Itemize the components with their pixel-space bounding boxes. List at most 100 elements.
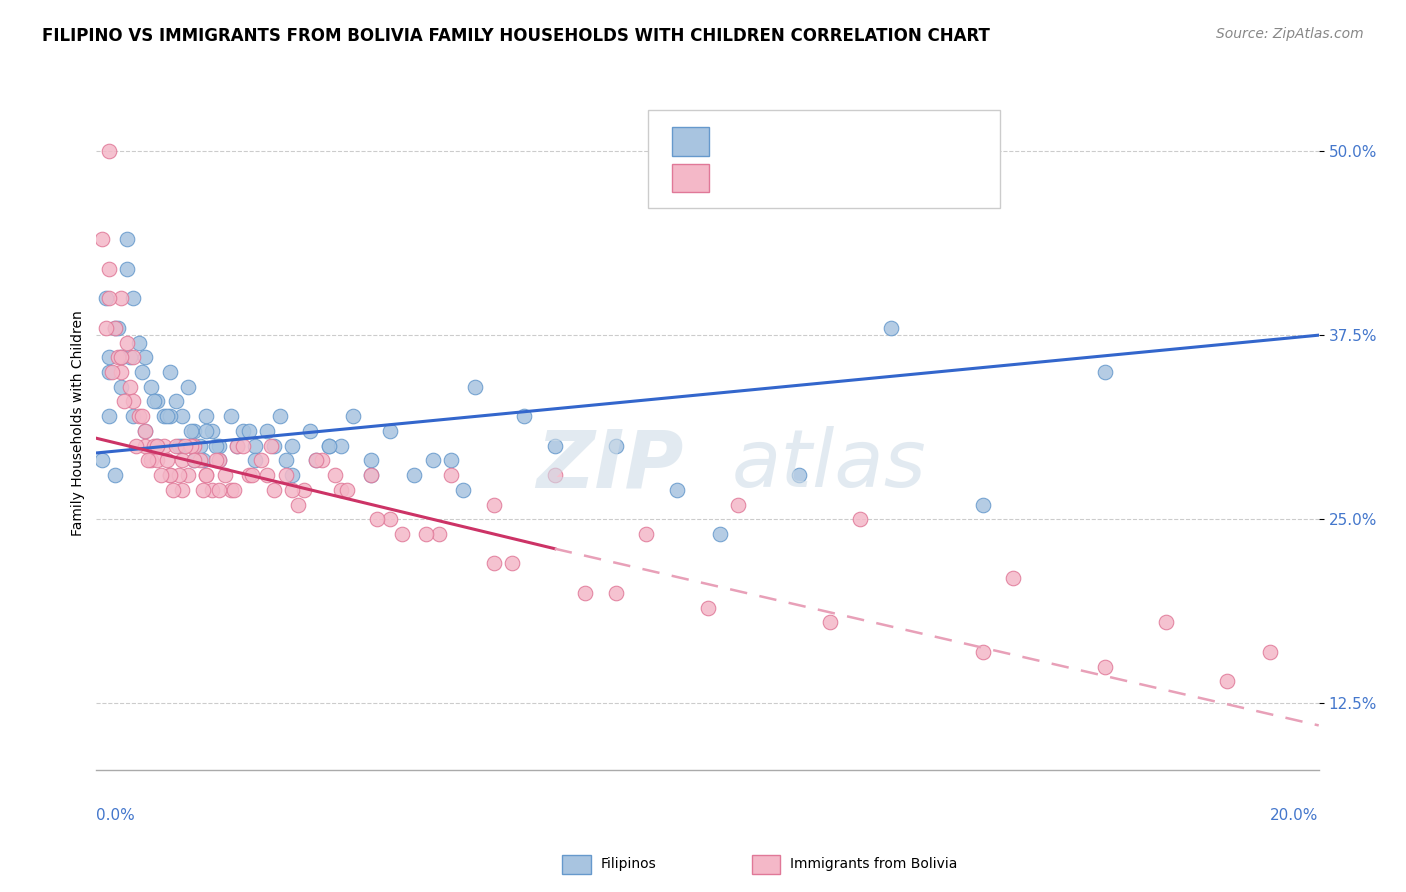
Point (204, 439, 226, 453)
Point (263, 439, 285, 453)
Point (360, 468, 382, 483)
Point (183, 453, 205, 467)
Point (104, 320, 127, 334)
Point (195, 468, 218, 483)
Point (318, 439, 340, 453)
Point (183, 439, 205, 453)
Point (112, 394, 135, 409)
Point (110, 380, 132, 394)
Point (159, 365, 181, 379)
Point (170, 439, 193, 453)
Point (378, 512, 401, 526)
Point (299, 424, 322, 438)
Point (214, 468, 236, 483)
Point (544, 468, 567, 483)
Point (292, 483, 315, 497)
Point (342, 409, 364, 424)
Point (180, 424, 202, 438)
Point (245, 453, 267, 467)
Point (440, 468, 463, 483)
Point (159, 409, 181, 424)
Point (232, 424, 254, 438)
Point (104, 468, 127, 483)
Point (183, 424, 205, 438)
Point (97, 350, 120, 364)
Point (195, 424, 218, 438)
Point (219, 409, 242, 424)
Point (91, 453, 114, 467)
Point (177, 468, 200, 483)
Point (232, 439, 254, 453)
Point (110, 365, 132, 379)
Point (170, 483, 193, 497)
Point (427, 527, 450, 541)
Point (207, 453, 229, 467)
Point (287, 498, 309, 512)
Point (97, 409, 120, 424)
Point (162, 483, 184, 497)
Point (1216, 674, 1239, 689)
Point (183, 453, 205, 467)
Point (256, 468, 278, 483)
Point (167, 439, 190, 453)
Point (360, 468, 382, 483)
Point (136, 453, 159, 467)
Point (122, 350, 145, 364)
Point (177, 380, 200, 394)
Point (122, 409, 145, 424)
Point (149, 468, 172, 483)
Point (193, 453, 215, 467)
Point (94, 320, 117, 334)
Point (128, 335, 150, 350)
Point (1258, 645, 1281, 659)
Point (188, 453, 211, 467)
Point (378, 424, 401, 438)
Point (1094, 365, 1116, 379)
Point (404, 468, 426, 483)
Point (849, 512, 872, 526)
Point (115, 261, 138, 276)
Point (97, 291, 120, 305)
Point (201, 424, 224, 438)
Point (329, 483, 352, 497)
Point (201, 483, 224, 497)
Y-axis label: Family Households with Children: Family Households with Children (72, 310, 86, 536)
Point (207, 453, 229, 467)
Point (513, 409, 536, 424)
Point (422, 453, 444, 467)
Text: 0.0%: 0.0% (97, 808, 135, 823)
Text: FILIPINO VS IMMIGRANTS FROM BOLIVIA FAMILY HOUSEHOLDS WITH CHILDREN CORRELATION : FILIPINO VS IMMIGRANTS FROM BOLIVIA FAMI… (42, 27, 990, 45)
Point (207, 483, 229, 497)
Point (311, 453, 333, 467)
Point (122, 394, 145, 409)
Point (281, 483, 304, 497)
Point (188, 439, 211, 453)
Point (204, 453, 226, 467)
Point (482, 557, 505, 571)
Text: R = -0.220   N = 93: R = -0.220 N = 93 (723, 169, 900, 187)
Point (269, 409, 291, 424)
Point (193, 483, 215, 497)
Point (274, 453, 297, 467)
Point (605, 439, 627, 453)
Point (256, 424, 278, 438)
Text: atlas: atlas (733, 426, 927, 504)
Point (110, 350, 132, 364)
Point (134, 424, 156, 438)
Point (880, 320, 903, 334)
Point (107, 350, 129, 364)
Point (281, 468, 304, 483)
Point (222, 483, 245, 497)
Point (305, 453, 328, 467)
Text: 20.0%: 20.0% (1271, 808, 1319, 823)
Text: Immigrants from Bolivia: Immigrants from Bolivia (790, 857, 957, 871)
Point (605, 586, 627, 600)
Point (134, 439, 156, 453)
Point (170, 409, 193, 424)
Point (91, 232, 114, 246)
Point (219, 483, 242, 497)
Point (167, 468, 190, 483)
Point (636, 527, 658, 541)
Text: Filipinos: Filipinos (600, 857, 657, 871)
Point (281, 439, 304, 453)
